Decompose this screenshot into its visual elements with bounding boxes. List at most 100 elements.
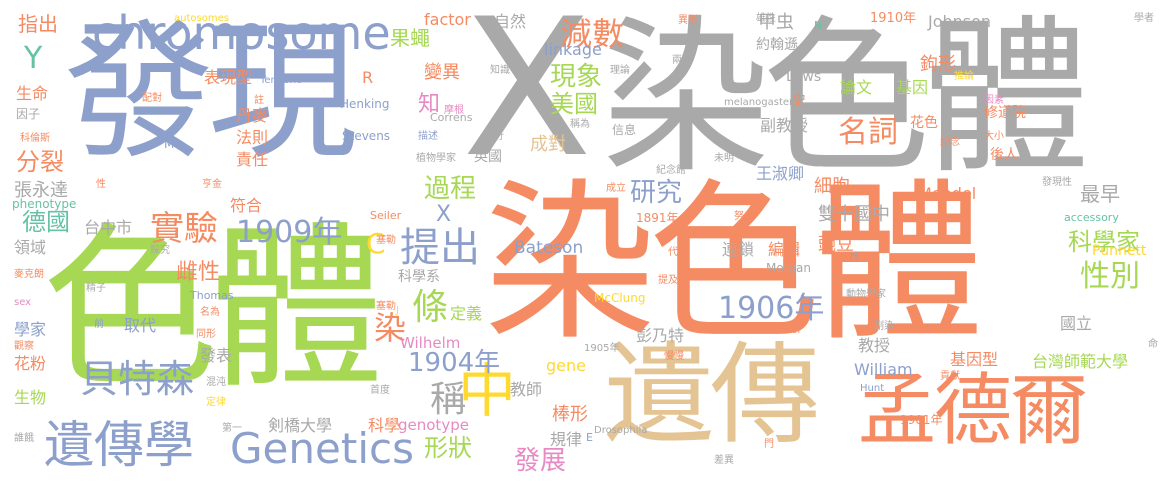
cloud-word: 名為 [200,307,220,318]
cloud-word: sex [14,297,32,308]
cloud-word: 前 [94,319,104,330]
cloud-word: 花色 [910,115,938,131]
cloud-word: 植物學家 [416,153,456,164]
cloud-word: 配對 [142,93,162,104]
cloud-word: 兩 [672,55,682,66]
cloud-word: Punnett [1092,243,1147,259]
cloud-word: 台灣師範大學 [1032,352,1129,371]
cloud-word: 稱為 [570,119,590,130]
cloud-word: E [586,431,593,444]
cloud-word: 註 [254,95,264,106]
cloud-word: 塞勒 [376,235,396,246]
cloud-word: 染色體 [602,0,1090,196]
cloud-word: H [850,251,858,262]
cloud-word: 努力 [734,211,754,222]
cloud-word: 教師 [510,380,543,399]
cloud-word: Correns [430,111,473,124]
cloud-word: 發表 [200,346,233,365]
cloud-word: Hunt [860,383,885,394]
cloud-word: 孟德爾 [858,366,1088,456]
cloud-word: 1891年 [636,211,679,225]
cloud-word: 稱 [430,379,467,420]
cloud-word: 名詞 [838,115,898,150]
cloud-word: 生命 [16,84,49,103]
cloud-word: 學者 [1134,13,1154,24]
cloud-word: 1901年 [900,413,943,427]
cloud-word: 發展 [514,446,567,476]
cloud-word: 分裂 [16,148,64,176]
cloud-word: C [366,227,386,260]
cloud-word: 自然 [494,12,527,31]
cloud-word: 色體 [42,207,384,412]
cloud-word: 1910年 [870,11,917,26]
cloud-word: 符合 [230,196,263,215]
cloud-word: 未明 [714,153,734,164]
cloud-word: 減數 [560,15,625,53]
cloud-word: Thomas [190,289,234,302]
cloud-word: 甲虫 [758,12,794,33]
cloud-word: 細胞 [814,176,850,197]
cloud-word: 科學 [368,416,401,435]
cloud-word: Stevens [342,129,391,143]
cloud-word: 史 [792,93,806,109]
cloud-word: 遺傳學 [44,416,194,474]
cloud-word: 命 [1148,339,1158,350]
cloud-word: 取代 [124,316,157,335]
cloud-word: 貝特森 [80,357,195,401]
cloud-word: R [362,68,374,87]
cloud-word: 信息 [612,123,637,137]
cloud-word: 混沌 [206,377,226,388]
cloud-word: 彭乃特 [636,326,685,345]
cloud-word: 推論 [954,71,974,82]
cloud-word: 染 [374,309,407,347]
cloud-word: Seiler [370,209,402,222]
cloud-word: 因子 [16,107,41,121]
cloud-word: 1905年 [584,343,620,354]
cloud-word: 領域 [14,238,47,257]
cloud-word: 基因型 [950,350,999,369]
cloud-word: 實驗 [150,209,218,249]
cloud-word: 1909年 [236,215,343,250]
cloud-word: 現象 [550,62,603,92]
cloud-word: 提出 [400,225,480,271]
cloud-word: autosomes [174,13,229,24]
cloud-word: linkage [544,40,602,59]
cloud-word: 變異 [424,62,460,83]
cloud-word: 學家 [14,320,47,339]
cloud-word: 定義 [450,304,483,323]
cloud-word: X [436,202,452,227]
cloud-word: 形狀 [424,434,472,462]
cloud-word: 科倫斯 [20,133,50,144]
cloud-word: 研究 [630,178,683,208]
cloud-word: Wilhelm [400,334,461,352]
cloud-word: 麥克朗 [14,269,44,280]
cloud-word: 王淑卿 [756,164,805,183]
cloud-word: 代表 [668,247,688,258]
cloud-word: N [814,19,823,32]
cloud-word: factor [424,10,471,29]
cloud-word: 德國 [22,208,70,236]
cloud-word: 科學系 [398,269,440,285]
cloud-word: Y [24,41,43,76]
cloud-word: 鉤形 [920,54,956,75]
cloud-word: William [854,360,913,379]
cloud-word: 指出 [18,12,58,36]
cloud-word: 1906年 [718,291,825,326]
cloud-word: 大小 [984,131,1004,142]
cloud-word: 科學家 [1068,228,1140,256]
cloud-word: 慢慢 [664,351,684,362]
cloud-word: Henking [340,97,390,111]
cloud-word: 誰餓 [14,433,34,444]
cloud-word: 異形 [678,15,698,26]
cloud-word: Johnson [928,12,992,31]
cloud-word: gene [546,356,586,375]
cloud-word: 雌性 [176,260,221,285]
cloud-word: genotype [398,416,469,434]
cloud-word: 染色體 [484,163,984,364]
cloud-word: 描述 [418,131,438,142]
cloud-word: 連鎖 [722,240,755,259]
cloud-word: 雙十國中 [818,204,890,225]
cloud-word: Laws [786,69,822,85]
cloud-word: 棒形 [552,404,588,425]
cloud-word: 編輯 [768,240,801,259]
